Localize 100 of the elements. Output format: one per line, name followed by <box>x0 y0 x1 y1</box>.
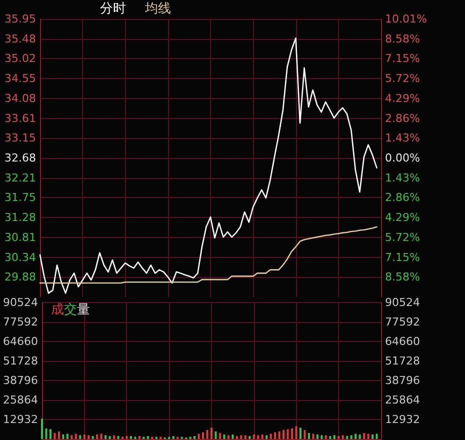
y-tick-label: 33.61 <box>4 112 36 125</box>
y2-tick-label: 90524 <box>385 296 420 309</box>
bar <box>274 432 276 439</box>
bar <box>130 436 132 439</box>
bar <box>58 431 60 439</box>
line-series <box>39 226 378 284</box>
y-tick-label: 12932 <box>2 413 38 426</box>
bar <box>202 432 204 439</box>
bar <box>367 434 370 439</box>
bar <box>304 430 306 439</box>
bar <box>363 432 366 439</box>
y2-tick-label: 38796 <box>385 374 420 387</box>
y2-tick-label: 8.58% <box>385 270 420 284</box>
y-tick-label: 30.34 <box>4 250 36 264</box>
bar <box>333 435 336 439</box>
bar <box>346 436 348 439</box>
bar <box>329 436 332 439</box>
bar <box>324 435 327 439</box>
bar <box>138 436 140 439</box>
y2-tick-label: 4.29% <box>385 211 420 224</box>
bar <box>74 434 77 439</box>
bar <box>236 436 238 439</box>
bar <box>210 428 212 439</box>
bar <box>194 436 196 439</box>
bar <box>104 435 107 439</box>
bar <box>358 434 361 439</box>
y-tick-label: 35.95 <box>4 12 36 26</box>
bar <box>70 435 73 439</box>
y-tick-label: 25864 <box>2 394 38 406</box>
y-tick-label: 30.81 <box>4 230 36 244</box>
bar <box>92 436 94 439</box>
y-tick-label: 33.15 <box>4 132 36 145</box>
bar <box>266 435 268 439</box>
y-tick-label: 38796 <box>2 374 38 387</box>
bar <box>83 434 86 439</box>
bar <box>308 432 310 439</box>
bar <box>88 435 90 439</box>
bar <box>299 428 302 439</box>
bar <box>320 435 323 439</box>
bar <box>316 434 318 439</box>
bar <box>206 430 208 439</box>
bar <box>117 436 120 439</box>
text: 均线 <box>144 2 171 16</box>
bar <box>45 428 48 439</box>
bar <box>312 434 314 439</box>
y-tick-label: 64660 <box>2 335 38 348</box>
y-tick-label: 34.08 <box>4 92 36 105</box>
bar <box>227 435 230 439</box>
y-tick-label: 29.88 <box>4 270 36 284</box>
bar <box>172 436 174 439</box>
text: 成交量 <box>51 302 90 318</box>
bar <box>252 434 255 439</box>
bar <box>79 435 82 439</box>
y2-tick-label: 5.72% <box>385 230 420 244</box>
bar <box>278 431 280 439</box>
y2-tick-label: 51728 <box>385 354 420 368</box>
bar <box>96 434 98 439</box>
y-tick-label: 35.02 <box>4 52 36 66</box>
y-tick-label: 51728 <box>2 354 38 368</box>
y-tick-label: 77592 <box>2 316 38 328</box>
bar <box>146 436 149 439</box>
y2-tick-label: 12932 <box>385 413 420 426</box>
y2-tick-label: 0.00% <box>385 152 420 164</box>
y2-tick-label: 7.15% <box>385 52 420 66</box>
bar <box>40 418 43 439</box>
bar <box>198 434 200 439</box>
bar <box>338 436 340 439</box>
bar <box>261 434 264 439</box>
y-tick-label: 32.21 <box>4 171 36 184</box>
text: 分时 <box>100 2 126 16</box>
bar <box>232 434 234 439</box>
bar <box>376 434 378 439</box>
y2-tick-label: 1.43% <box>385 171 420 184</box>
y2-tick-label: 25864 <box>385 394 420 406</box>
y2-tick-label: 5.72% <box>385 72 420 86</box>
y-tick-label: 35.48 <box>4 32 36 46</box>
y2-tick-label: 2.86% <box>385 112 420 125</box>
y2-tick-label: 10.01% <box>385 12 427 26</box>
bar <box>286 429 289 439</box>
y2-tick-label: 4.29% <box>385 92 420 105</box>
bar <box>240 435 242 439</box>
y2-tick-label: 77592 <box>385 316 420 328</box>
bar <box>295 426 298 439</box>
bar <box>257 435 260 439</box>
bar <box>282 430 285 439</box>
y2-tick-label: 7.15% <box>385 250 420 264</box>
y2-tick-label: 8.58% <box>385 32 420 46</box>
bar <box>214 431 217 439</box>
y-tick-label: 31.75 <box>4 191 36 204</box>
bar <box>49 429 52 439</box>
line-series <box>39 37 378 294</box>
bar <box>66 434 68 439</box>
bar <box>54 432 56 439</box>
bar <box>62 434 64 439</box>
bar <box>100 434 102 439</box>
y-tick-label: 90524 <box>2 296 38 309</box>
y-tick-label: 31.28 <box>4 211 36 224</box>
bar <box>372 434 374 439</box>
y2-tick-label: 64660 <box>385 335 420 348</box>
y2-tick-label: 2.86% <box>385 191 420 204</box>
